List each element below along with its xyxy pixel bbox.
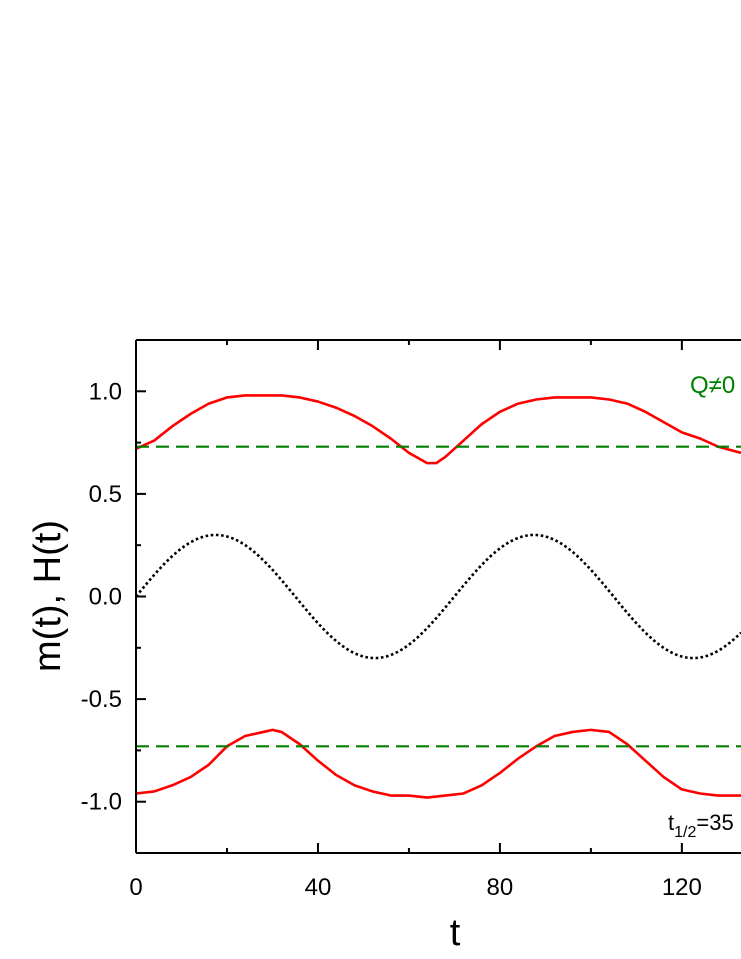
y-tick-label: -1.0	[81, 789, 122, 816]
x-tick-label: 120	[662, 874, 702, 901]
x-tick-label: 40	[305, 874, 332, 901]
y-tick-label: 1.0	[89, 378, 122, 405]
y-tick-label: 0.0	[89, 584, 122, 611]
y-tick-label: -0.5	[81, 686, 122, 713]
ticks: 0 40 80 120 -1.0 -0.5 0.0 0.5 1.0	[81, 339, 702, 901]
t-half-subscript: 1/2	[674, 824, 696, 841]
x-tick-label: 0	[129, 874, 142, 901]
t-half-value: =35	[696, 810, 733, 835]
magnetization-line-0	[135, 394, 741, 465]
t-half-main: t	[668, 810, 674, 835]
magnetization-line-1	[135, 728, 741, 799]
y-tick-label: 0.5	[89, 481, 122, 508]
axes	[135, 339, 741, 854]
t-half-annotation: t1/2=35	[668, 810, 734, 841]
x-axis-label: t	[450, 912, 461, 954]
q-annotation: Q≠0	[690, 372, 735, 399]
x-tick-label: 80	[487, 874, 514, 901]
y-axis-label: m(t), H(t)	[27, 520, 69, 672]
plot-area	[134, 394, 741, 799]
field-line-4	[134, 533, 741, 660]
